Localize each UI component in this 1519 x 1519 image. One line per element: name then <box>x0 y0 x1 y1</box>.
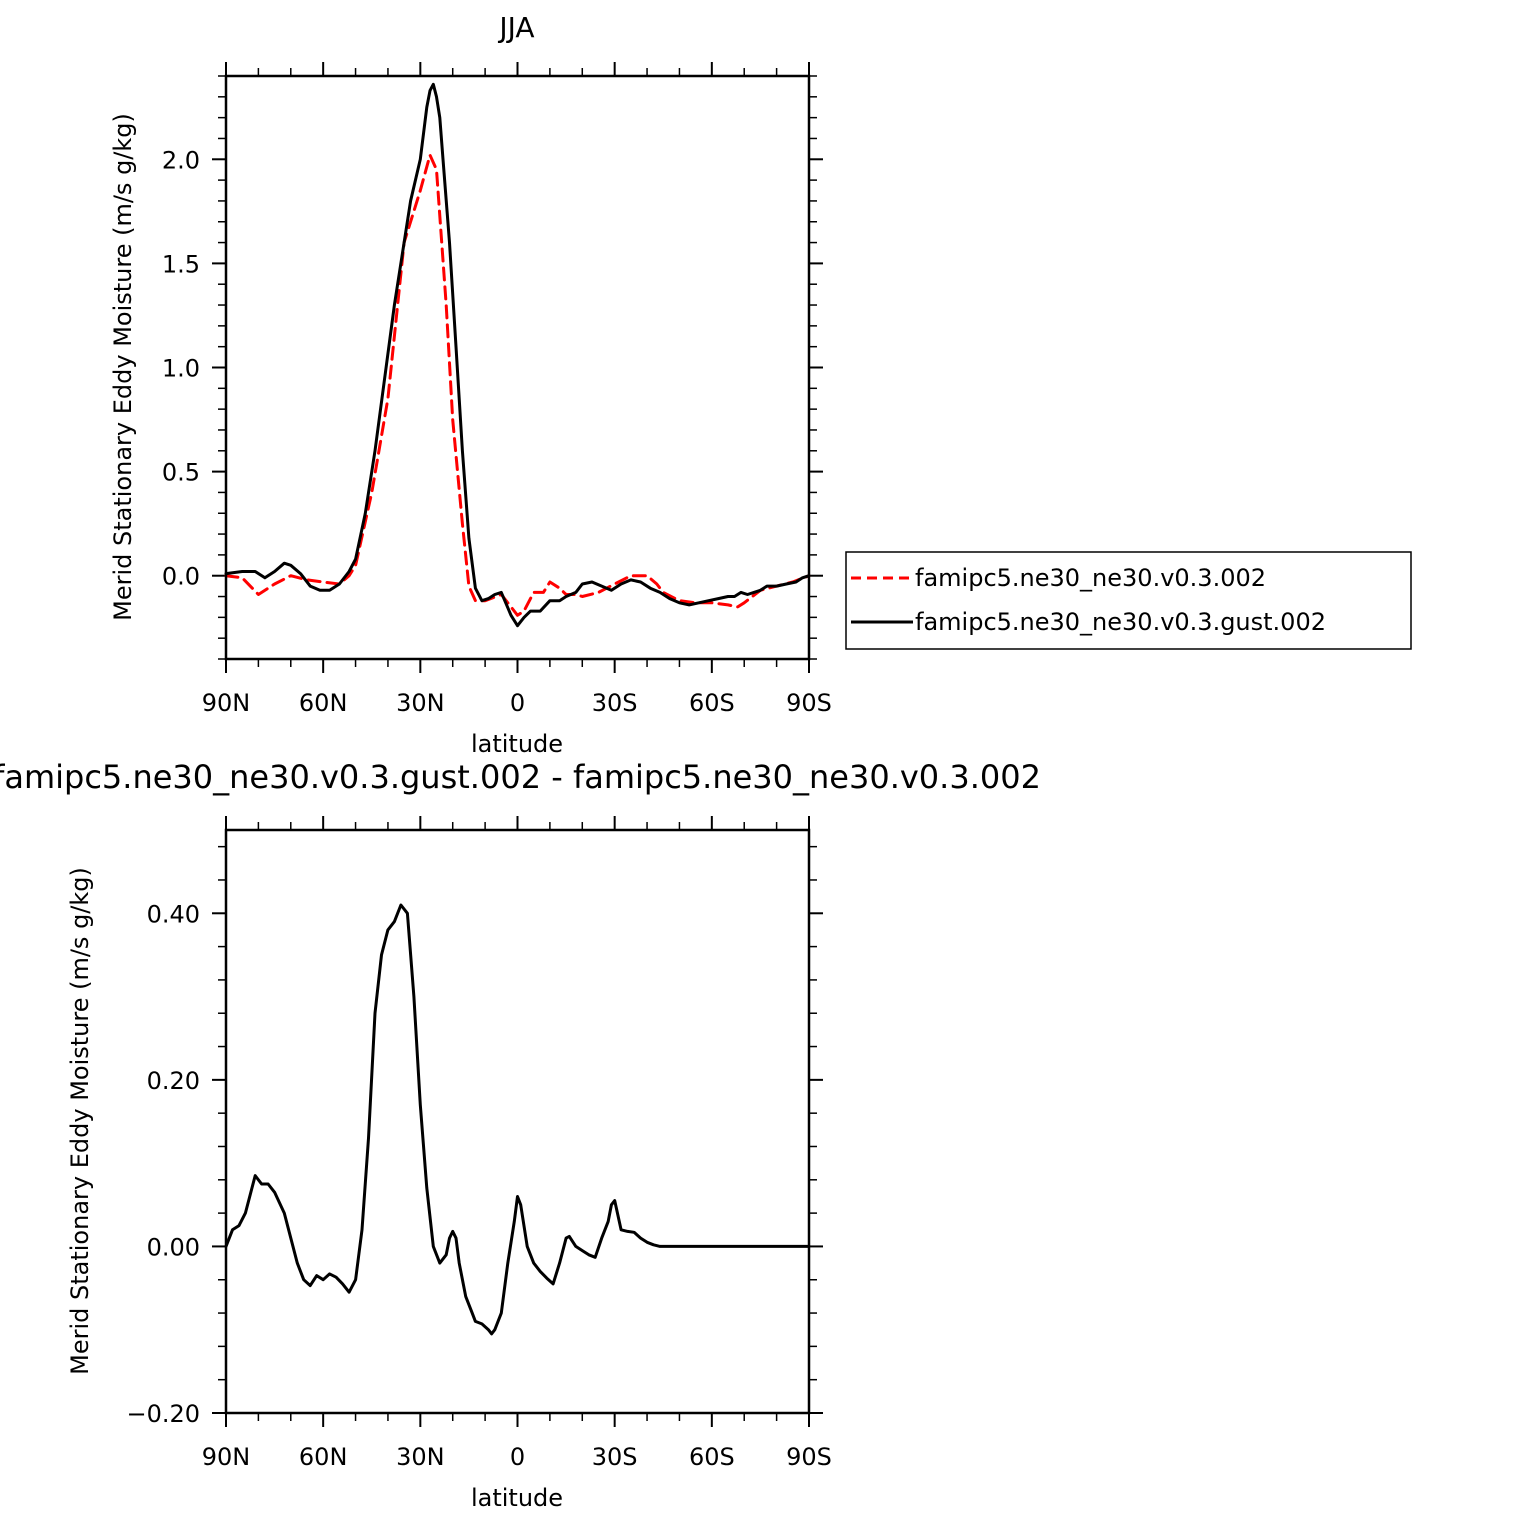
y-tick-label: 1.5 <box>162 250 200 278</box>
y-tick-label: 0.20 <box>147 1067 200 1095</box>
top-plot-frame <box>224 74 811 661</box>
legend-frame <box>845 551 1412 650</box>
x-tick-label: 30N <box>396 689 445 717</box>
top-y-axis-label: Merid Stationary Eddy Moisture (m/s g/kg… <box>109 113 137 621</box>
bottom-tick-labels: 90N 60N 30N 0 30S 60S 90S −0.20 0.00 0.20 0.40 <box>126 900 831 1471</box>
bottom-panel: famipc5.ne30_ne30.v0.3.gust.002 - famipc… <box>0 758 1041 1512</box>
x-tick-label: 90S <box>786 1443 832 1471</box>
x-tick-label: 0 <box>510 689 525 717</box>
x-tick-label: 30N <box>396 1443 445 1471</box>
x-tick-label: 60S <box>689 1443 735 1471</box>
top-chart-title: JJA <box>497 11 534 44</box>
x-tick-label: 60N <box>299 1443 348 1471</box>
y-tick-label: 1.0 <box>162 355 200 383</box>
legend-label-series-2: famipc5.ne30_ne30.v0.3.gust.002 <box>915 608 1326 636</box>
x-tick-label: 90N <box>202 689 251 717</box>
legend-label-series-1: famipc5.ne30_ne30.v0.3.002 <box>915 564 1266 592</box>
x-tick-label: 90S <box>786 689 832 717</box>
top-ticks <box>212 62 823 673</box>
y-tick-label: 0.5 <box>162 459 200 487</box>
x-tick-label: 30S <box>592 1443 638 1471</box>
series-line-2 <box>224 82 811 628</box>
bottom-series <box>224 903 811 1336</box>
series-line-1 <box>224 153 811 617</box>
bottom-y-axis-label: Merid Stationary Eddy Moisture (m/s g/kg… <box>66 867 94 1375</box>
top-panel: JJA 90N 60N 30N 0 30S 60S 90S 0.0 0.5 1.0 1.5 2.0 l… <box>109 11 832 758</box>
series-line-1 <box>224 903 811 1336</box>
x-tick-label: 60N <box>299 689 348 717</box>
bottom-chart-title: famipc5.ne30_ne30.v0.3.gust.002 - famipc… <box>0 758 1041 796</box>
y-tick-label: 0.00 <box>147 1233 200 1261</box>
y-tick-label: 2.0 <box>162 146 200 174</box>
bottom-x-axis-label: latitude <box>471 1484 563 1512</box>
x-tick-label: 30S <box>592 689 638 717</box>
top-series <box>224 82 811 628</box>
x-tick-label: 60S <box>689 689 735 717</box>
y-tick-label: −0.20 <box>126 1400 200 1428</box>
x-tick-label: 90N <box>202 1443 251 1471</box>
bottom-ticks <box>212 816 823 1427</box>
y-tick-label: 0.0 <box>162 563 200 591</box>
y-tick-label: 0.40 <box>147 900 200 928</box>
legend: famipc5.ne30_ne30.v0.3.002 famipc5.ne30_… <box>845 551 1412 650</box>
top-tick-labels: 90N 60N 30N 0 30S 60S 90S 0.0 0.5 1.0 1.5 2.0 <box>162 146 832 717</box>
x-tick-label: 0 <box>510 1443 525 1471</box>
bottom-plot-frame <box>224 828 811 1415</box>
top-x-axis-label: latitude <box>471 730 563 758</box>
